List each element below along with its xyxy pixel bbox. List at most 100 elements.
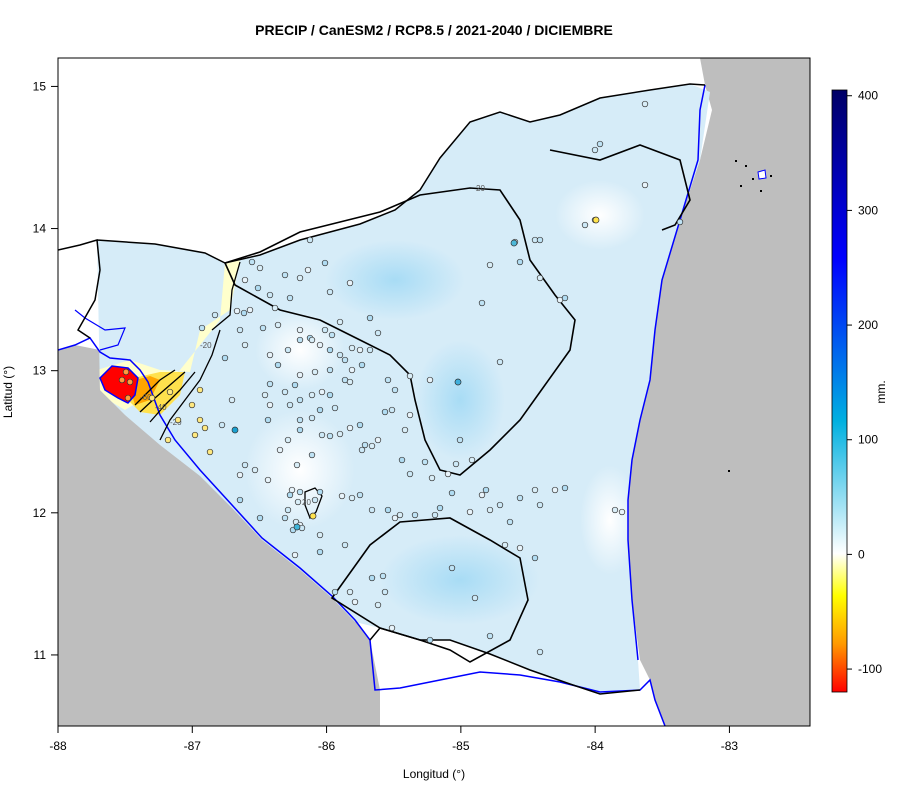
- station-point: [336, 430, 344, 438]
- x-tick-label: -86: [318, 739, 336, 753]
- station-point: [341, 356, 349, 364]
- station-point: [431, 511, 439, 519]
- colorbar-tick-label: 400: [858, 89, 878, 103]
- station-point: [248, 258, 256, 266]
- station-point: [391, 514, 399, 522]
- station-point: [536, 274, 544, 282]
- y-axis: 15 14 13 12 11: [33, 79, 58, 662]
- station-point: [296, 396, 304, 404]
- station-point: [368, 574, 376, 582]
- station-point: [406, 372, 414, 380]
- station-point: [406, 411, 414, 419]
- station-point: [391, 386, 399, 394]
- station-point: [294, 498, 302, 506]
- station-point: [381, 408, 389, 416]
- land-east: [628, 58, 810, 726]
- station-point: [308, 451, 316, 459]
- station-point: [236, 496, 244, 504]
- station-point: [309, 512, 317, 520]
- station-point: [286, 491, 294, 499]
- land-west: [58, 345, 380, 726]
- station-point: [478, 299, 486, 307]
- station-point: [596, 140, 604, 148]
- station-point: [293, 523, 301, 531]
- station-point: [506, 518, 514, 526]
- station-point: [228, 396, 236, 404]
- x-axis: -88 -87 -86 -85 -84 -83: [49, 726, 738, 753]
- y-tick-label: 14: [33, 222, 47, 236]
- station-point: [428, 474, 436, 482]
- station-point: [338, 492, 346, 500]
- station-point: [641, 181, 649, 189]
- station-point: [284, 436, 292, 444]
- station-point: [241, 276, 249, 284]
- station-point: [281, 388, 289, 396]
- station-point: [551, 486, 559, 494]
- station-point: [254, 284, 262, 292]
- station-point: [233, 307, 241, 315]
- station-point: [346, 424, 354, 432]
- colorbar-tick-label: 0: [858, 547, 865, 561]
- station-point: [531, 554, 539, 562]
- station-point: [266, 291, 274, 299]
- station-point: [286, 401, 294, 409]
- station-point: [379, 572, 387, 580]
- station-point: [236, 326, 244, 334]
- station-point: [331, 588, 339, 596]
- station-point: [316, 531, 324, 539]
- map-area: 20 20 -60 -40 -20 -20: [58, 58, 810, 726]
- station-point: [536, 648, 544, 656]
- station-point: [531, 486, 539, 494]
- station-point: [286, 294, 294, 302]
- station-point: [346, 588, 354, 596]
- station-point: [510, 239, 518, 247]
- station-point: [124, 394, 132, 402]
- station-point: [218, 421, 226, 429]
- station-point: [516, 258, 524, 266]
- station-point: [366, 314, 374, 322]
- station-point: [316, 488, 324, 496]
- station-point: [296, 416, 304, 424]
- contour-label: -40: [155, 403, 167, 412]
- station-point: [356, 421, 364, 429]
- station-point: [296, 426, 304, 434]
- station-point: [274, 321, 282, 329]
- station-point: [454, 378, 462, 386]
- station-point: [486, 506, 494, 514]
- station-point: [266, 351, 274, 359]
- station-point: [326, 366, 334, 374]
- station-point: [356, 346, 364, 354]
- x-tick-label: -88: [49, 739, 67, 753]
- station-point: [188, 401, 196, 409]
- station-point: [326, 432, 334, 440]
- y-axis-label: Latitud (°): [1, 366, 15, 418]
- x-tick-label: -83: [721, 739, 739, 753]
- station-point: [291, 381, 299, 389]
- station-point: [240, 309, 248, 317]
- station-point: [256, 514, 264, 522]
- station-point: [251, 466, 259, 474]
- station-point: [501, 541, 509, 549]
- station-point: [326, 391, 334, 399]
- station-point: [284, 346, 292, 354]
- station-point: [336, 318, 344, 326]
- gulf-fonseca: [74, 309, 126, 351]
- station-point: [293, 461, 301, 469]
- station-point: [448, 489, 456, 497]
- station-point: [421, 458, 429, 466]
- contour-label: -20: [170, 418, 182, 427]
- x-axis-label: Longitud (°): [403, 767, 465, 781]
- colorbar-label: mm.: [874, 380, 888, 403]
- station-point: [291, 551, 299, 559]
- station-point: [126, 378, 134, 386]
- station-point: [482, 486, 490, 494]
- station-point: [468, 456, 476, 464]
- station-point: [246, 306, 254, 314]
- station-point: [346, 378, 354, 386]
- station-point: [536, 501, 544, 509]
- station-point: [211, 311, 219, 319]
- station-point: [308, 391, 316, 399]
- station-point: [448, 564, 456, 572]
